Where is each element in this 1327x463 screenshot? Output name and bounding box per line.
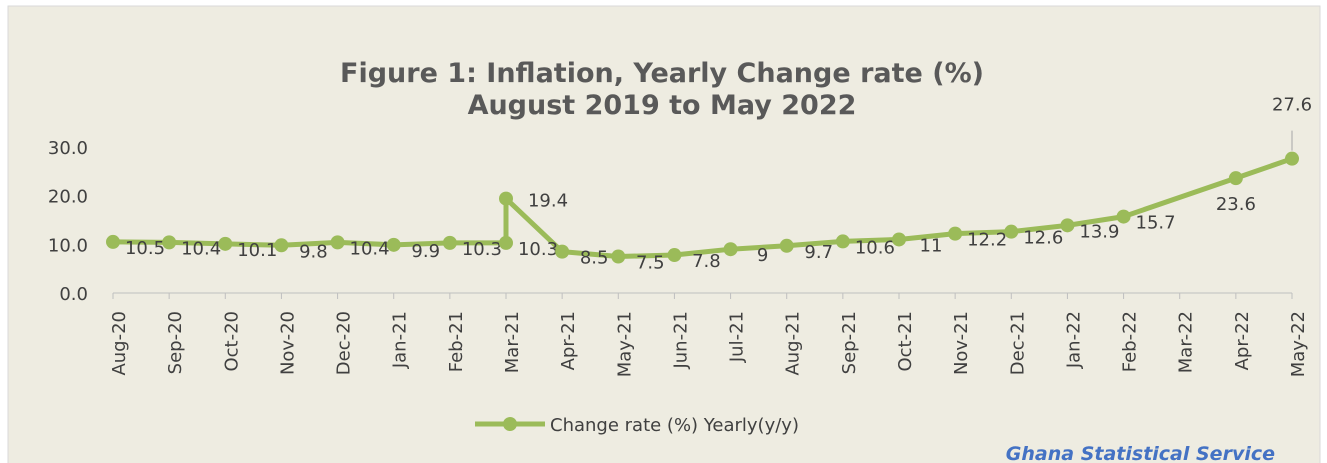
point bbox=[555, 244, 570, 259]
data-label: 9.9 bbox=[411, 241, 440, 262]
data-label: 15.7 bbox=[1136, 213, 1176, 234]
data-label: 7.5 bbox=[636, 253, 665, 274]
point bbox=[1285, 151, 1299, 166]
y-tick-label: 0.0 bbox=[59, 284, 88, 305]
chart-area bbox=[7, 5, 1321, 463]
x-tick-label: Aug-20 bbox=[109, 311, 130, 376]
data-label: 10.1 bbox=[237, 240, 277, 261]
point bbox=[442, 235, 457, 250]
point bbox=[667, 248, 682, 263]
x-tick-label: Apr-22 bbox=[1232, 311, 1253, 370]
x-tick-label: Apr-21 bbox=[558, 311, 579, 370]
point bbox=[218, 236, 233, 251]
data-label: 12.6 bbox=[1023, 228, 1063, 249]
data-label: 9 bbox=[757, 245, 768, 266]
x-tick-label: Oct-21 bbox=[895, 311, 916, 372]
x-tick-label: Feb-22 bbox=[1120, 311, 1141, 372]
point bbox=[892, 232, 906, 247]
data-label: 10.4 bbox=[350, 238, 390, 259]
x-tick-label: Feb-21 bbox=[446, 311, 467, 372]
data-label: 27.6 bbox=[1272, 95, 1312, 116]
point bbox=[779, 238, 794, 253]
x-tick-label: Sep-20 bbox=[165, 311, 186, 374]
x-tick-label: Nov-20 bbox=[277, 311, 298, 375]
point bbox=[274, 238, 289, 253]
x-tick-label: Jul-21 bbox=[727, 311, 748, 363]
legend-label: Change rate (%) Yearly(y/y) bbox=[550, 415, 799, 436]
x-tick-label: Sep-21 bbox=[839, 311, 860, 374]
data-label: 9.7 bbox=[804, 242, 833, 263]
point bbox=[1004, 224, 1019, 239]
point bbox=[723, 242, 738, 257]
data-label: 12.2 bbox=[967, 230, 1007, 251]
x-tick-label: Dec-20 bbox=[334, 311, 355, 375]
point bbox=[330, 235, 345, 250]
point bbox=[611, 249, 626, 264]
y-tick-label: 20.0 bbox=[48, 187, 88, 208]
point bbox=[1116, 209, 1131, 224]
y-tick-label: 10.0 bbox=[48, 235, 88, 256]
data-label: 10.3 bbox=[518, 239, 558, 260]
x-tick-label: Jun-21 bbox=[670, 311, 691, 370]
data-label: 13.9 bbox=[1079, 221, 1119, 242]
point bbox=[499, 235, 513, 250]
point bbox=[1060, 218, 1075, 233]
x-tick-label: Mar-21 bbox=[502, 311, 523, 373]
x-tick-label: Mar-22 bbox=[1176, 311, 1197, 373]
x-tick-label: Aug-21 bbox=[783, 311, 804, 376]
data-label: 10.6 bbox=[855, 237, 895, 258]
data-label: 9.8 bbox=[299, 241, 328, 262]
data-label: 10.5 bbox=[125, 238, 165, 259]
data-label: 10.3 bbox=[462, 239, 502, 260]
x-tick-label: Jan-22 bbox=[1063, 311, 1084, 369]
data-label: 23.6 bbox=[1216, 194, 1256, 215]
x-tick-label: Dec-21 bbox=[1007, 311, 1028, 375]
series-line bbox=[112, 156, 1293, 259]
data-label: 8.5 bbox=[580, 248, 609, 269]
point bbox=[162, 235, 177, 250]
source: Ghana Statistical Service bbox=[1006, 443, 1275, 463]
legend-marker bbox=[503, 417, 517, 431]
y-tick-label: 30.0 bbox=[48, 138, 88, 159]
x-tick-label: May-21 bbox=[614, 311, 635, 377]
data-label: 7.8 bbox=[692, 251, 721, 272]
data-label: 10.4 bbox=[181, 238, 221, 259]
x-tick-label: May-22 bbox=[1288, 311, 1309, 377]
point bbox=[835, 234, 850, 249]
data-label: 11 bbox=[920, 235, 943, 256]
point bbox=[948, 226, 963, 241]
point bbox=[499, 191, 513, 206]
chart-subtitle: August 2019 to May 2022 bbox=[468, 90, 857, 121]
x-tick-label: Oct-20 bbox=[221, 311, 242, 372]
chart-title: Figure 1: Inflation, Yearly Change rate … bbox=[340, 58, 984, 89]
point bbox=[106, 234, 120, 249]
point bbox=[1228, 171, 1243, 186]
data-label: 19.4 bbox=[528, 191, 568, 212]
x-tick-label: Jan-21 bbox=[390, 311, 411, 369]
x-tick-label: Nov-21 bbox=[951, 311, 972, 375]
point bbox=[386, 237, 401, 252]
